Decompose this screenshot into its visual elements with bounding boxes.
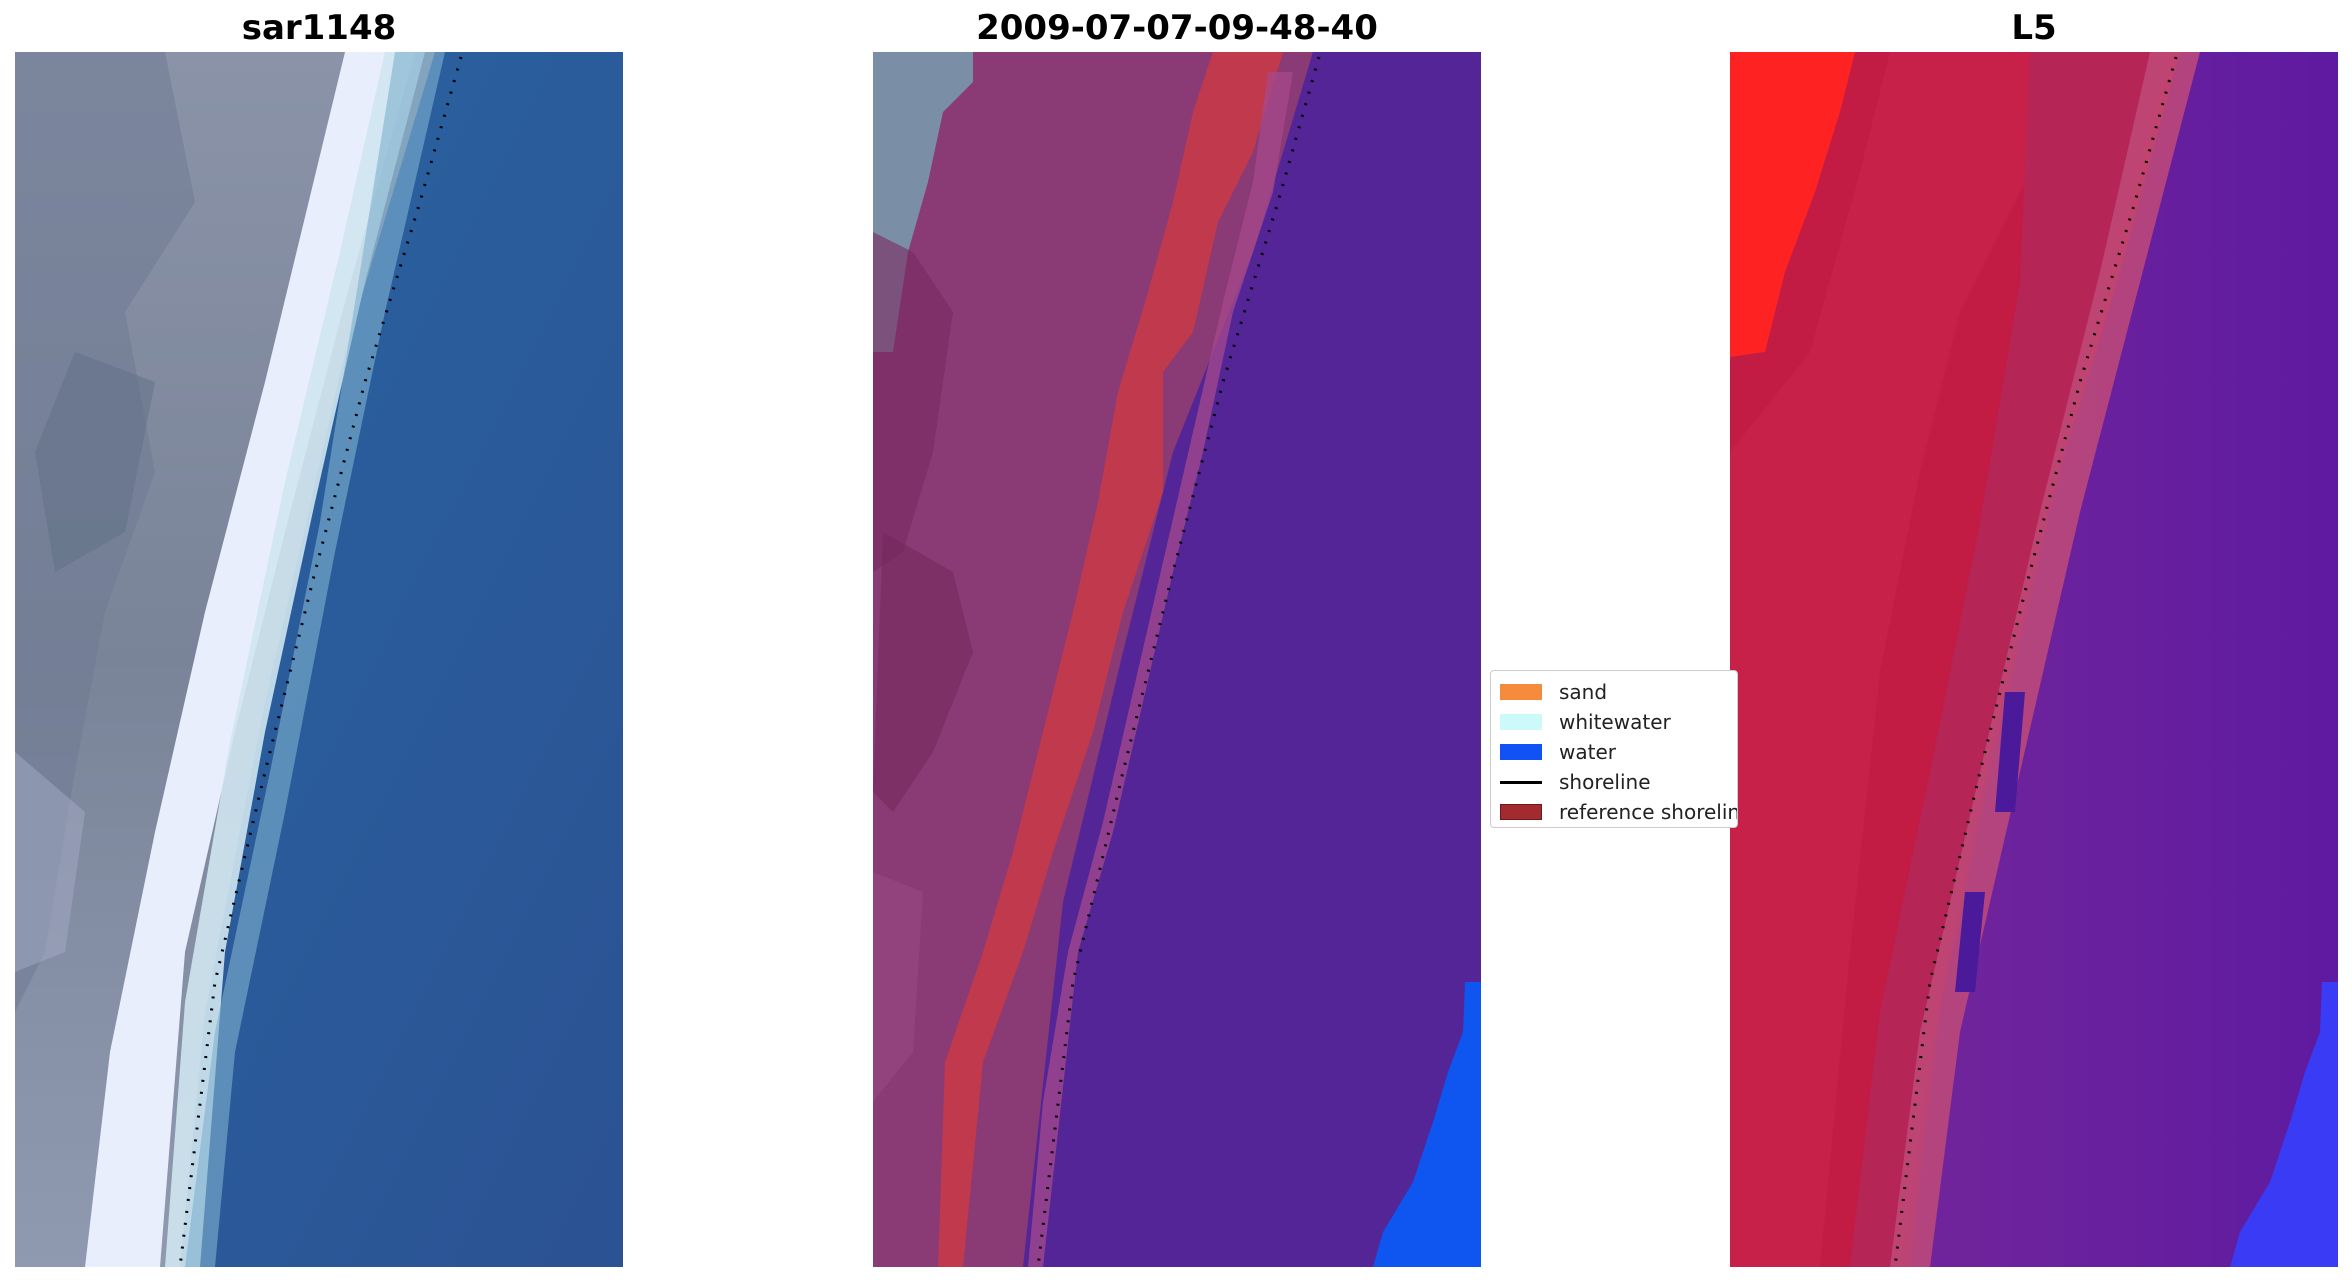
rgb-image	[15, 52, 623, 1267]
legend-swatch-water	[1500, 744, 1542, 760]
index-image-panel	[1730, 52, 2338, 1267]
legend-swatch-shoreline	[1500, 780, 1542, 784]
legend-item-shoreline: shoreline	[1491, 767, 1737, 797]
legend-label-reference-shoreline: reference shoreline	[1559, 800, 1738, 824]
legend: sand whitewater water shoreline referenc…	[1490, 670, 1738, 828]
index-image	[1730, 52, 2338, 1267]
rgb-image-panel	[15, 52, 623, 1267]
legend-swatch-sand	[1500, 684, 1542, 700]
panel-title-classified: 2009-07-07-09-48-40	[976, 8, 1378, 48]
legend-item-reference-shoreline: reference shoreline	[1491, 797, 1737, 827]
legend-swatch-whitewater	[1500, 714, 1542, 730]
panel-title-index: L5	[2011, 8, 2057, 48]
classified-image	[873, 52, 1481, 1267]
legend-item-water: water	[1491, 737, 1737, 767]
legend-item-whitewater: whitewater	[1491, 707, 1737, 737]
legend-label-whitewater: whitewater	[1559, 710, 1671, 734]
legend-item-sand: sand	[1491, 677, 1737, 707]
legend-label-shoreline: shoreline	[1559, 770, 1651, 794]
classified-image-panel	[873, 52, 1481, 1267]
legend-swatch-reference-shoreline	[1500, 804, 1542, 820]
panel-title-rgb: sar1148	[241, 8, 397, 48]
legend-label-sand: sand	[1559, 680, 1608, 704]
legend-label-water: water	[1559, 740, 1616, 764]
